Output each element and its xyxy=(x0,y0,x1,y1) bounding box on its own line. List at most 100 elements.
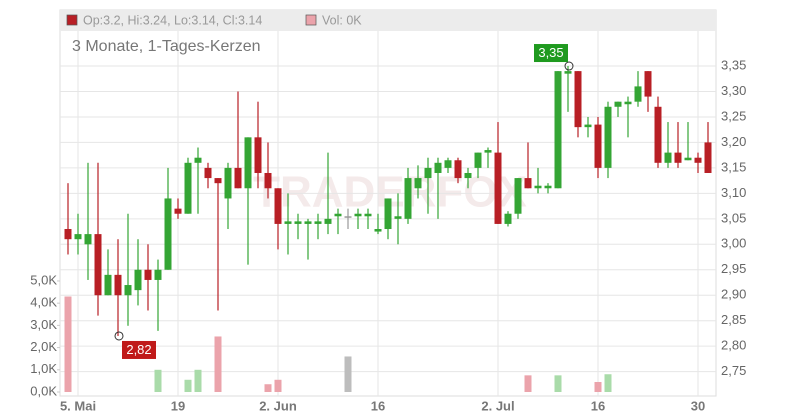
y-tick-label: 3,05 xyxy=(721,210,746,225)
candle-body xyxy=(184,162,192,214)
y-tick-label: 3,10 xyxy=(721,185,746,200)
x-tick-label: 5. Mai xyxy=(60,398,96,413)
candle-body xyxy=(564,71,572,74)
candle-body xyxy=(434,162,442,173)
candle-body xyxy=(544,185,552,189)
candle-body xyxy=(244,137,252,189)
volume-bar xyxy=(214,336,222,392)
candle-body xyxy=(74,234,82,240)
annotation-marker xyxy=(114,331,124,341)
candle-body xyxy=(164,198,172,270)
legend-price-swatch xyxy=(66,14,78,26)
annotation-label: 3,35 xyxy=(538,45,563,60)
candle-body xyxy=(554,71,562,189)
candle-body xyxy=(634,86,642,102)
x-tick-label: 2. Jul xyxy=(481,398,514,413)
volume-bar xyxy=(344,356,352,392)
candle-body xyxy=(524,178,532,189)
y2-tick-label: 3,0K xyxy=(30,317,57,332)
y-tick-label: 2,85 xyxy=(721,312,746,327)
y-tick-label: 3,25 xyxy=(721,108,746,123)
candle-body xyxy=(684,157,692,161)
candle-body xyxy=(154,269,162,280)
candle-body xyxy=(334,213,342,217)
y-tick-label: 3,30 xyxy=(721,83,746,98)
y2-tick-label: 4,0K xyxy=(30,295,57,310)
y2-tick-label: 1,0K xyxy=(30,361,57,376)
y2-tick-label: 2,0K xyxy=(30,339,57,354)
candle-body xyxy=(454,160,462,179)
x-tick-label: 30 xyxy=(691,398,705,413)
candle-body xyxy=(464,172,472,179)
candle-body xyxy=(174,208,182,214)
candle-body xyxy=(234,167,242,189)
candle-body xyxy=(294,221,302,224)
y-tick-label: 2,90 xyxy=(721,287,746,302)
candle-body xyxy=(274,188,282,224)
candle-body xyxy=(674,152,682,163)
x-tick-label: 16 xyxy=(371,398,385,413)
volume-bar xyxy=(274,379,282,392)
legend-price: Op:3.2, Hi:3.24, Lo:3.14, Cl:3.14 xyxy=(83,13,262,27)
y-tick-label: 3,20 xyxy=(721,134,746,149)
candle-body xyxy=(404,178,412,219)
volume-bar xyxy=(554,375,562,392)
y2-tick-label: 5,0K xyxy=(30,272,57,287)
candle-body xyxy=(144,269,152,280)
volume-bar xyxy=(594,382,602,392)
volume-bar xyxy=(264,384,272,392)
candle-body xyxy=(384,198,392,230)
candle-body xyxy=(254,137,262,173)
candle-body xyxy=(304,221,312,224)
candle-body xyxy=(494,152,502,224)
candle-body xyxy=(114,274,122,296)
candle-body xyxy=(484,150,492,153)
volume-bar xyxy=(194,369,202,392)
legend-volume: Vol: 0K xyxy=(322,13,362,27)
candle-body xyxy=(654,106,662,163)
y-tick-label: 3,15 xyxy=(721,159,746,174)
candle-body xyxy=(64,229,72,240)
candle-body xyxy=(624,101,632,105)
candle-body xyxy=(344,216,352,218)
candle-body xyxy=(264,172,272,189)
candle-body xyxy=(194,157,202,163)
candle-body xyxy=(704,142,712,173)
candle-body xyxy=(614,101,622,107)
candle-body xyxy=(124,285,132,296)
candle-body xyxy=(504,213,512,224)
candle-body xyxy=(324,218,332,224)
candle-body xyxy=(364,213,372,217)
candle-body xyxy=(424,167,432,179)
candle-body xyxy=(374,229,382,232)
x-tick-label: 16 xyxy=(591,398,605,413)
candle-body xyxy=(284,221,292,224)
y-tick-label: 2,80 xyxy=(721,338,746,353)
annotation-box xyxy=(122,340,156,359)
volume-bar xyxy=(64,296,72,392)
annotation-box xyxy=(534,44,568,63)
candle-body xyxy=(574,71,582,128)
volume-bar xyxy=(604,374,612,392)
candle-body xyxy=(514,178,522,214)
annotation-marker xyxy=(564,61,574,71)
candle-body xyxy=(594,124,602,168)
candle-body xyxy=(104,274,112,296)
candle-body xyxy=(474,152,482,168)
candle-body xyxy=(644,71,652,97)
candle-body xyxy=(224,167,232,199)
volume-bar xyxy=(154,369,162,392)
y-tick-label: 2,95 xyxy=(721,261,746,276)
candle-body xyxy=(354,213,362,217)
y-tick-label: 3,35 xyxy=(721,57,746,72)
x-tick-label: 2. Jun xyxy=(259,398,297,413)
candle-body xyxy=(134,269,142,291)
y-tick-label: 2,75 xyxy=(721,363,746,378)
candle-body xyxy=(84,234,92,245)
candle-body xyxy=(214,178,222,184)
candle-body xyxy=(694,157,702,163)
candle-body xyxy=(584,124,592,128)
candle-body xyxy=(444,160,452,168)
candle-body xyxy=(414,178,422,189)
